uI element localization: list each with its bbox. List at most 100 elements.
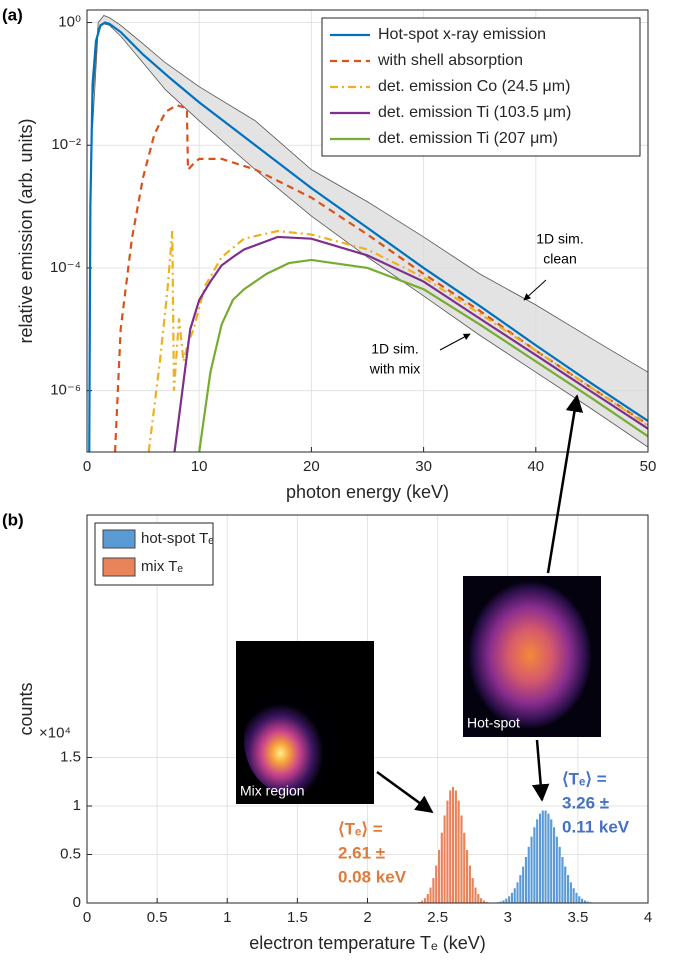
hist-bar	[569, 882, 572, 903]
x-tick-label: 10	[191, 458, 208, 475]
y-multiplier: ×10⁴	[39, 724, 71, 741]
legend-label: mix Tₑ	[141, 558, 183, 575]
x-tick-label: 0.5	[147, 909, 168, 926]
x-tick-label: 0	[83, 909, 91, 926]
hist-bar	[511, 893, 514, 903]
hist-bar	[438, 850, 441, 903]
hist-bar	[426, 894, 429, 903]
annotation: 0.11 keV	[562, 817, 630, 836]
hist-bar	[454, 790, 457, 903]
hist-bar	[513, 888, 516, 903]
y-tick-label: 10⁻⁶	[50, 382, 81, 399]
hist-bar	[452, 787, 455, 903]
mix-image-glow	[244, 685, 340, 795]
legend-label: det. emission Ti (207 μm)	[378, 130, 558, 147]
hist-bar	[550, 819, 553, 903]
image-caption: Hot-spot	[467, 715, 520, 731]
hist-bar	[424, 898, 427, 903]
legend-label: det. emission Ti (103.5 μm)	[378, 104, 571, 121]
hist-bar	[533, 827, 536, 903]
y-tick-label: 0	[73, 894, 81, 911]
hist-bar	[460, 815, 463, 903]
x-tick-label: 3.5	[567, 909, 588, 926]
y-tick-label: 10⁻⁴	[50, 259, 81, 276]
x-tick-label: 3	[504, 909, 512, 926]
hist-bar	[505, 898, 508, 903]
hist-bar	[429, 887, 432, 903]
y-tick-label: 10⁰	[58, 13, 81, 30]
image-caption: Mix region	[240, 783, 305, 799]
hist-bar	[575, 893, 578, 903]
hist-bar	[457, 800, 460, 903]
hist-bar	[525, 857, 528, 903]
annotation: 1D sim.	[536, 231, 583, 247]
x-tick-label: 4	[644, 909, 652, 926]
hist-bar	[440, 832, 443, 903]
hist-bar	[578, 896, 581, 903]
arrow	[440, 334, 470, 350]
hist-bar	[547, 813, 550, 903]
legend: Hot-spot x-ray emission with shell absorp…	[322, 18, 640, 156]
hist-bar	[435, 865, 438, 903]
hist-bar	[581, 898, 584, 903]
hist-bar	[553, 827, 556, 903]
y-axis-label: relative emission (arb. units)	[16, 118, 36, 343]
y-tick-label: 1	[73, 797, 81, 814]
legend-swatch	[103, 530, 135, 548]
x-tick-label: 2.5	[427, 909, 448, 926]
hist-bar	[474, 887, 477, 903]
hist-bar	[471, 878, 474, 903]
arrow	[537, 740, 542, 800]
y-tick-label: 0.5	[60, 845, 81, 862]
hist-bar	[466, 850, 469, 903]
x-tick-label: 1	[223, 909, 231, 926]
hist-bar	[477, 894, 480, 903]
y-axis-label: counts	[16, 682, 36, 735]
legend-label: Hot-spot x-ray emission	[378, 26, 546, 43]
panel-label: (b)	[2, 510, 24, 529]
hist-bar	[541, 810, 544, 903]
hist-bar	[519, 875, 522, 903]
x-tick-label: 30	[415, 458, 432, 475]
x-tick-label: 20	[303, 458, 320, 475]
annotation: ⟨Tₑ⟩ =	[562, 769, 607, 788]
annotation: 0.08 keV	[338, 867, 407, 886]
arrow	[548, 396, 577, 573]
annotation: 2.61 ±	[338, 843, 385, 862]
x-tick-label: 2	[363, 909, 371, 926]
legend-label: with shell absorption	[377, 52, 523, 69]
hist-bar	[555, 836, 558, 903]
hist-bar	[544, 810, 547, 903]
x-axis-label: photon energy (keV)	[286, 482, 449, 502]
hist-bar	[572, 888, 575, 903]
hist-bar	[558, 847, 561, 903]
y-tick-label: 10⁻²	[51, 136, 81, 153]
hist-bar	[443, 815, 446, 903]
hist-bar	[432, 878, 435, 903]
annotation: with mix	[369, 361, 421, 377]
arrow	[524, 280, 546, 300]
legend-swatch	[103, 558, 135, 576]
legend-label: hot-spot Tₑ	[141, 530, 214, 547]
annotation: 1D sim.	[371, 341, 418, 357]
hist-bar	[516, 882, 519, 903]
hist-bar	[508, 896, 511, 903]
x-axis-label: electron temperature Tₑ (keV)	[249, 933, 485, 953]
x-tick-label: 40	[527, 458, 544, 475]
panel-label: (a)	[2, 5, 23, 24]
hist-bar	[522, 866, 525, 903]
annotation: ⟨Tₑ⟩ =	[338, 819, 383, 838]
hist-bar	[449, 790, 452, 903]
hist-bar	[480, 898, 483, 903]
hist-bar	[567, 875, 570, 903]
hist-bar	[463, 832, 466, 903]
hist-bar	[527, 847, 530, 903]
hist-bar	[564, 866, 567, 903]
annotation: clean	[543, 251, 576, 267]
y-tick-label: 1.5	[60, 748, 81, 765]
hist-bar	[468, 865, 471, 903]
x-tick-label: 1.5	[287, 909, 308, 926]
x-tick-label: 50	[640, 458, 657, 475]
hist-bar	[530, 836, 533, 903]
hist-bar	[539, 813, 542, 903]
